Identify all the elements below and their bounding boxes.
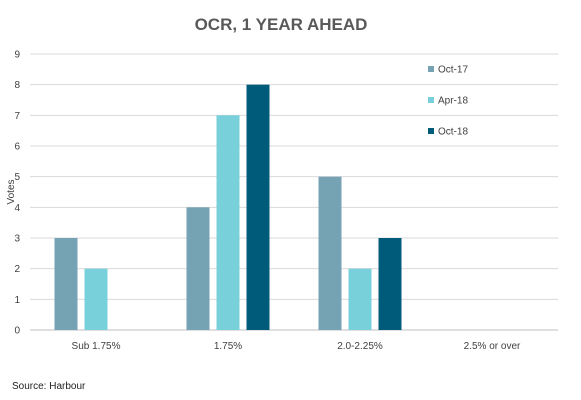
- legend: Oct-17 Apr-18 Oct-18: [428, 65, 468, 138]
- x-tick-label: 1.75%: [214, 341, 242, 352]
- bar-apr-18-2: [348, 268, 372, 330]
- legend-label: Oct-18: [438, 127, 468, 138]
- bar-oct-17-2: [318, 176, 342, 330]
- x-tick-label: 2.5% or over: [464, 341, 521, 352]
- y-tick-label: 3: [14, 234, 20, 245]
- source-note: Source: Harbour: [12, 381, 86, 392]
- gridlines: [30, 53, 558, 331]
- legend-label: Oct-17: [438, 65, 468, 76]
- bar-apr-18-1: [216, 115, 240, 330]
- legend-swatch: [428, 97, 434, 103]
- y-tick-label: 8: [14, 80, 20, 91]
- x-axis-ticks: Sub 1.75% 1.75% 2.0-2.25% 2.5% or over: [72, 341, 521, 352]
- bar-apr-18-0: [84, 268, 108, 330]
- x-tick-label: Sub 1.75%: [72, 341, 121, 352]
- y-tick-label: 1: [14, 295, 20, 306]
- y-tick-label: 4: [14, 203, 20, 214]
- bar-oct-18-2: [378, 238, 402, 330]
- bar-oct-17-0: [54, 238, 78, 330]
- y-tick-label: 5: [14, 172, 20, 183]
- legend-label: Apr-18: [438, 96, 468, 107]
- bar-oct-17-1: [186, 207, 210, 330]
- y-tick-label: 2: [14, 264, 20, 275]
- bars: [54, 84, 402, 331]
- legend-swatch: [428, 66, 434, 72]
- y-tick-label: 0: [14, 326, 20, 337]
- y-axis-ticks: 0 1 2 3 4 5 6 7 8 9: [14, 50, 20, 337]
- y-axis-label: Votes: [6, 179, 17, 204]
- chart-title: OCR, 1 YEAR AHEAD: [195, 15, 368, 34]
- y-tick-label: 9: [14, 50, 20, 61]
- bar-oct-18-1: [246, 84, 270, 331]
- y-tick-label: 6: [14, 142, 20, 153]
- y-tick-label: 7: [14, 111, 20, 122]
- x-tick-label: 2.0-2.25%: [337, 341, 383, 352]
- legend-swatch: [428, 128, 434, 134]
